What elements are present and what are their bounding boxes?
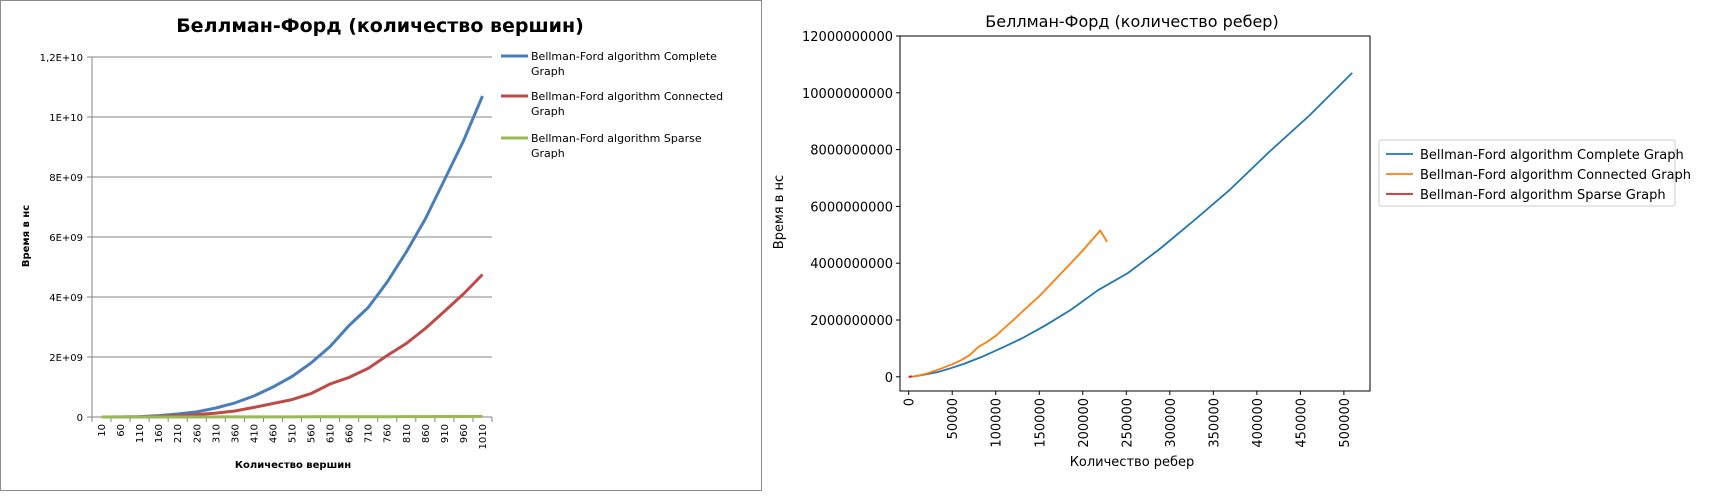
x-tick-label: 100000 bbox=[990, 398, 1005, 448]
x-tick-label: 260 bbox=[192, 424, 203, 443]
y-tick-label: 1E+10 bbox=[49, 113, 83, 124]
x-tick-label: 860 bbox=[421, 424, 432, 443]
y-tick-label: 4E+09 bbox=[49, 293, 83, 304]
x-tick-label: 160 bbox=[154, 424, 165, 443]
chart-edges-y-ticks: 0 2000000000 4000000000 6000000000 800000000… bbox=[802, 30, 900, 386]
x-tick-label: 150000 bbox=[1033, 398, 1048, 448]
x-tick-label: 660 bbox=[345, 424, 356, 443]
series-line bbox=[101, 414, 483, 419]
x-tick-label: 300000 bbox=[1164, 398, 1179, 448]
x-tick-label: 110 bbox=[135, 424, 146, 443]
x-tick-label: 560 bbox=[307, 424, 318, 443]
chart-vertices-y-ticks: 0 2E+09 4E+09 6E+09 8E+09 1E+10 1,2E+10 bbox=[40, 53, 92, 424]
y-tick-label: 2E+09 bbox=[49, 353, 83, 364]
y-tick-label: 8000000000 bbox=[810, 144, 893, 159]
chart-panel-vertices-frame bbox=[0, 0, 762, 491]
series-line bbox=[908, 229, 1108, 378]
x-tick-label: 50000 bbox=[946, 398, 961, 439]
x-tick-label: 210 bbox=[173, 424, 184, 443]
x-tick-label: 360 bbox=[230, 424, 241, 443]
x-tick-label: 710 bbox=[364, 424, 375, 443]
y-tick-label: 6000000000 bbox=[810, 200, 893, 215]
series-line bbox=[908, 72, 1353, 378]
series-line bbox=[908, 375, 913, 378]
chart-edges-legend: Bellman-Ford algorithm Complete Graph Bel… bbox=[1378, 139, 1691, 207]
chart-vertices-x-axis-label: Количество вершин bbox=[235, 460, 351, 471]
x-tick-label: 910 bbox=[440, 424, 451, 443]
chart-vertices-series bbox=[101, 95, 484, 419]
chart-vertices-x-ticks: 10 60 110 160 210 260 310 360 410 460 510 560 610 660… bbox=[91, 417, 493, 449]
legend-entry: Bellman-Ford algorithm Sparse Graph bbox=[1420, 188, 1666, 203]
legend-frame bbox=[1378, 139, 1676, 207]
y-tick-label: 8E+09 bbox=[49, 173, 83, 184]
legend-entry: Bellman-Ford algorithm Sparse Graph bbox=[531, 132, 702, 160]
x-tick-label: 250000 bbox=[1120, 398, 1135, 448]
x-tick-label: 810 bbox=[402, 424, 413, 443]
y-tick-label: 6E+09 bbox=[49, 233, 83, 244]
x-tick-label: 960 bbox=[459, 424, 470, 443]
y-tick-label: 2000000000 bbox=[810, 314, 893, 329]
x-tick-label: 200000 bbox=[1077, 398, 1092, 448]
x-tick-label: 0 bbox=[903, 398, 918, 406]
legend-entry: Bellman-Ford algorithm Complete Graph bbox=[1420, 148, 1684, 163]
chart-vertices-legend: Bellman-Ford algorithm Complete Graph Bell… bbox=[501, 50, 723, 160]
y-tick-label: 0 bbox=[77, 413, 83, 424]
chart-vertices-y-axis-label: Время в нс bbox=[21, 205, 32, 267]
x-tick-label: 310 bbox=[211, 424, 222, 443]
y-tick-label: 12000000000 bbox=[802, 30, 893, 45]
chart-vertices: Беллман-Форд (количество вершин) 0 2E+09 4… bbox=[21, 15, 723, 471]
x-tick-label: 1010 bbox=[478, 424, 489, 449]
y-tick-label: 10000000000 bbox=[802, 87, 893, 102]
x-tick-label: 60 bbox=[116, 424, 127, 437]
y-tick-label: 0 bbox=[885, 371, 893, 386]
x-tick-label: 510 bbox=[288, 424, 299, 443]
x-tick-label: 610 bbox=[326, 424, 337, 443]
chart-vertices-gridlines bbox=[92, 56, 492, 358]
x-tick-label: 410 bbox=[249, 424, 260, 443]
x-tick-label: 760 bbox=[383, 424, 394, 443]
x-tick-label: 460 bbox=[268, 424, 279, 443]
series-line bbox=[101, 95, 484, 419]
chart-edges: Беллман-Форд (количество ребер) 02000000… bbox=[772, 12, 1691, 470]
chart-edges-axes bbox=[899, 35, 1371, 392]
plot-frame bbox=[899, 35, 1371, 392]
y-tick-label: 1,2E+10 bbox=[40, 53, 83, 64]
chart-vertices-title: Беллман-Форд (количество вершин) bbox=[176, 15, 584, 37]
chart-edges-series bbox=[908, 72, 1353, 378]
chart-edges-x-axis-label: Количество ребер bbox=[1070, 455, 1195, 470]
legend-entry: Bellman-Ford algorithm Connected Graph bbox=[1420, 168, 1691, 183]
legend-entry: Bellman-Ford algorithm Connected Graph bbox=[531, 90, 723, 118]
legend-entry: Bellman-Ford algorithm Complete Graph bbox=[531, 50, 717, 78]
y-tick-label: 4000000000 bbox=[810, 257, 893, 272]
x-tick-label: 400000 bbox=[1251, 398, 1266, 448]
x-tick-label: 10 bbox=[97, 424, 108, 437]
x-tick-label: 450000 bbox=[1294, 398, 1309, 448]
series-line bbox=[101, 273, 484, 419]
chart-edges-y-axis-label: Время в нс bbox=[772, 175, 787, 249]
chart-edges-x-ticks: 0 50000 100000 150000 200000 250000 300000 3500… bbox=[903, 391, 1353, 448]
x-tick-label: 500000 bbox=[1338, 398, 1353, 448]
x-tick-label: 350000 bbox=[1207, 398, 1222, 448]
chart-edges-title: Беллман-Форд (количество ребер) bbox=[985, 12, 1278, 31]
